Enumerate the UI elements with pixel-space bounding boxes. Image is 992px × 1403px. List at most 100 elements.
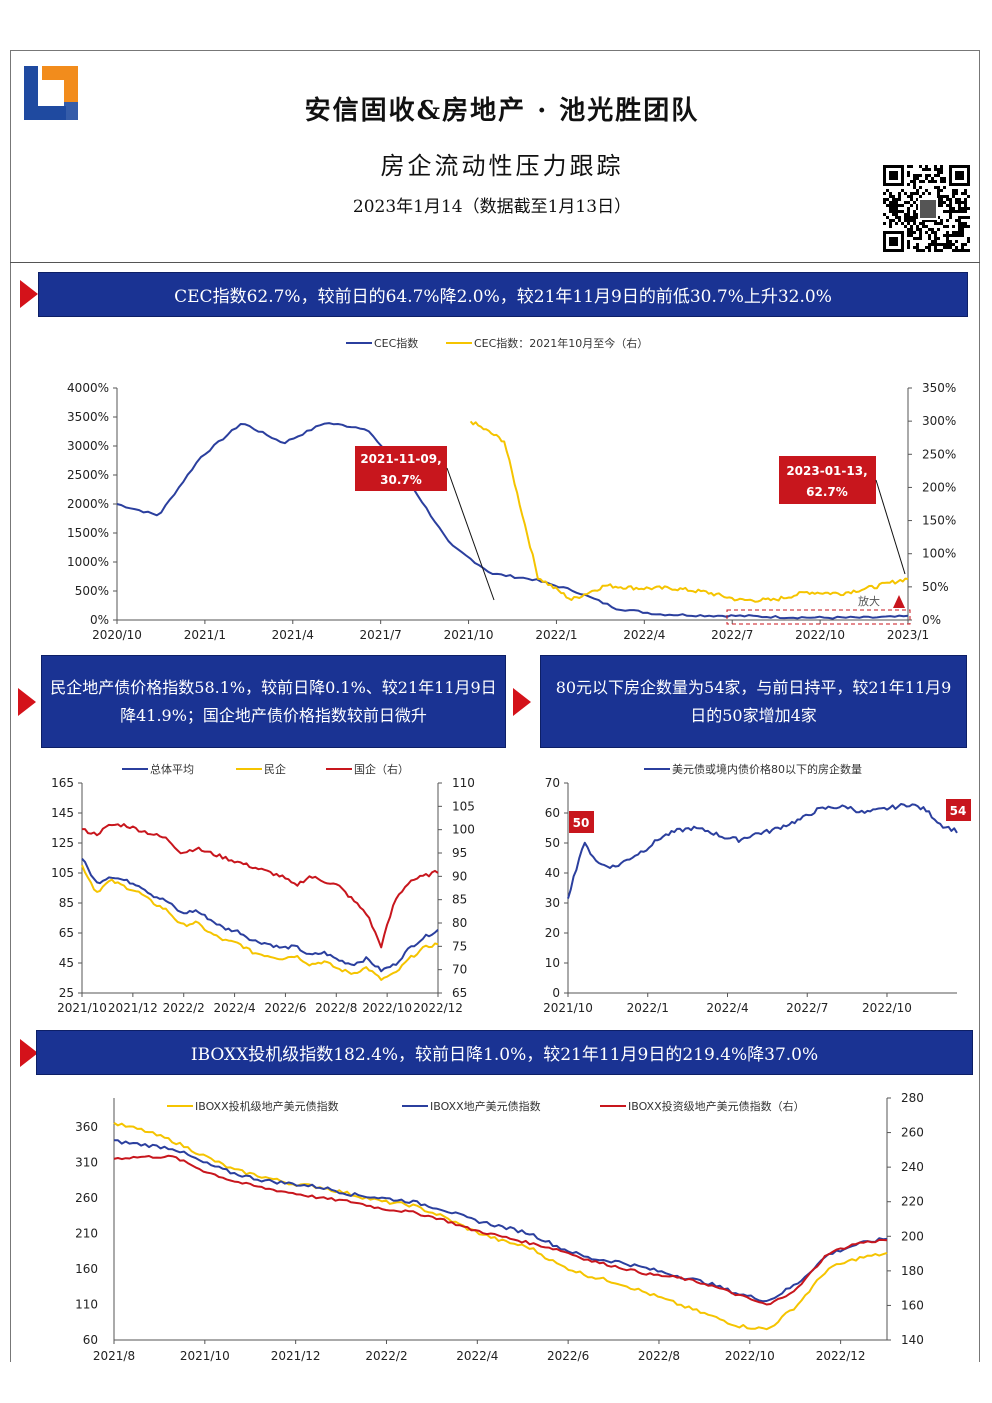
- qr-module: [913, 174, 916, 177]
- qr-module: [937, 195, 940, 198]
- annotation-label: 2021-11-09,: [360, 452, 441, 466]
- qr-module: [913, 246, 916, 249]
- qr-module: [907, 213, 910, 216]
- qr-module: [895, 210, 898, 213]
- qr-module: [937, 186, 940, 189]
- qr-module: [958, 198, 961, 201]
- qr-module: [937, 222, 940, 225]
- qr-module: [907, 207, 910, 210]
- section-arrow-icon: [513, 688, 531, 716]
- qr-module: [955, 231, 958, 234]
- qr-module: [940, 201, 943, 204]
- qr-module: [916, 174, 919, 177]
- cec-banner: CEC指数62.7%，较前日的64.7%降2.0%，较21年11月9日的前低30…: [38, 272, 968, 317]
- qr-module: [907, 243, 910, 246]
- iboxx-banner-text: IBOXX投机级指数182.4%，较前日降1.0%，较21年11月9日的219.…: [190, 1045, 819, 1065]
- up-arrow-icon: [893, 595, 905, 608]
- report-date: 2023年1月14（数据截至1月13日）: [352, 197, 632, 217]
- qr-module: [892, 213, 895, 216]
- x-tick-label: 2021/8: [93, 1349, 135, 1363]
- page-subtitle: 房企流动性压力跟踪: [380, 152, 624, 180]
- qr-module: [889, 225, 892, 228]
- qr-module: [922, 219, 925, 222]
- qr-module: [967, 207, 970, 210]
- qr-module: [892, 204, 895, 207]
- qr-module: [883, 201, 886, 204]
- qr-module: [913, 231, 916, 234]
- qr-module: [889, 201, 892, 204]
- qr-module: [922, 225, 925, 228]
- x-tick-label: 2021/7: [360, 628, 402, 642]
- qr-module: [928, 249, 931, 252]
- x-tick-label: 2022/1: [627, 1001, 669, 1015]
- qr-module: [904, 225, 907, 228]
- qr-module: [946, 246, 949, 249]
- x-tick-label: 2021/10: [543, 1001, 593, 1015]
- qr-module: [961, 192, 964, 195]
- qr-module: [901, 222, 904, 225]
- qr-module: [919, 234, 922, 237]
- qr-module: [931, 228, 934, 231]
- y-tick-label: 125: [51, 836, 74, 850]
- qr-module: [910, 198, 913, 201]
- qr-module: [895, 204, 898, 207]
- qr-module: [955, 210, 958, 213]
- y2-tick-label: 105: [452, 799, 475, 813]
- annotation-label: 30.7%: [380, 473, 422, 487]
- x-tick-label: 2022/8: [315, 1001, 357, 1015]
- qr-module: [952, 243, 955, 246]
- section-arrow-icon: [20, 280, 38, 308]
- qr-module: [955, 249, 958, 252]
- qr-module: [916, 246, 919, 249]
- x-tick-label: 2022/10: [862, 1001, 912, 1015]
- qr-module: [907, 240, 910, 243]
- x-tick-label: 2022/10: [795, 628, 845, 642]
- qr-module: [937, 168, 940, 171]
- qr-module: [934, 186, 937, 189]
- qr-code[interactable]: [883, 165, 973, 253]
- qr-module: [940, 189, 943, 192]
- qr-module: [946, 225, 949, 228]
- qr-module: [949, 243, 952, 246]
- series-iboxx-investment-grade: [113, 1154, 888, 1306]
- qr-module: [925, 174, 928, 177]
- qr-module: [907, 165, 910, 168]
- y-tick-label: 500%: [75, 584, 109, 598]
- qr-module: [946, 210, 949, 213]
- qr-module: [958, 234, 961, 237]
- qr-module: [895, 201, 898, 204]
- qr-module: [949, 204, 952, 207]
- legend-label: CEC指数：2021年10月至今（右）: [474, 336, 648, 350]
- x-tick-label: 2021/10: [180, 1349, 230, 1363]
- qr-module: [952, 189, 955, 192]
- qr-module: [952, 231, 955, 234]
- qr-module: [955, 234, 958, 237]
- qr-module: [910, 231, 913, 234]
- qr-avatar: [918, 198, 938, 220]
- qr-module: [907, 231, 910, 234]
- qr-module: [925, 165, 928, 168]
- qr-module: [913, 213, 916, 216]
- qr-module: [946, 237, 949, 240]
- series-iboxx-property: [114, 1139, 888, 1303]
- qr-module: [964, 204, 967, 207]
- y2-tick-label: 250%: [922, 447, 956, 461]
- qr-module: [946, 234, 949, 237]
- qr-module: [928, 168, 931, 171]
- x-tick-label: 2022/2: [365, 1349, 407, 1363]
- series-private-enterprise: [81, 864, 439, 981]
- qr-module: [934, 222, 937, 225]
- legend-label: IBOXX投资级地产美元债指数（右）: [628, 1099, 805, 1113]
- qr-module: [919, 186, 922, 189]
- qr-module: [895, 216, 898, 219]
- qr-module: [946, 204, 949, 207]
- qr-module: [907, 183, 910, 186]
- qr-module: [937, 189, 940, 192]
- qr-module: [910, 180, 913, 183]
- qr-module: [931, 243, 934, 246]
- series-overall-average: [81, 858, 439, 973]
- qr-module: [949, 210, 952, 213]
- qr-finder: [889, 237, 898, 246]
- qr-module: [910, 219, 913, 222]
- qr-module: [946, 195, 949, 198]
